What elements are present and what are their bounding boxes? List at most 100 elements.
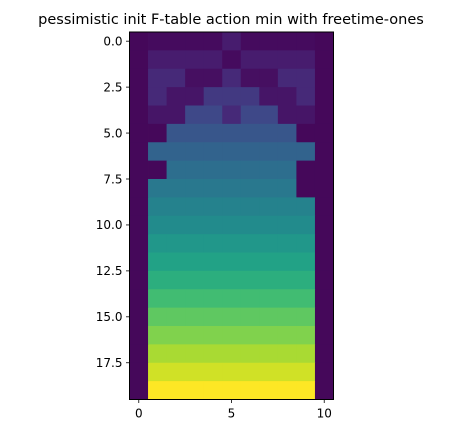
- heatmap-cell: [185, 160, 205, 180]
- heatmap-cell: [129, 197, 149, 217]
- heatmap-cell: [296, 215, 316, 235]
- heatmap-cell: [148, 105, 167, 125]
- heatmap-cell: [296, 326, 316, 345]
- heatmap-cell: [129, 307, 149, 327]
- heatmap-cell: [296, 142, 316, 162]
- heatmap-cell: [277, 179, 297, 198]
- heatmap-cell: [148, 123, 167, 143]
- heatmap-cell: [259, 270, 279, 290]
- heatmap-cell: [240, 87, 260, 106]
- heatmap-cell: [222, 215, 242, 235]
- heatmap-cell: [259, 307, 279, 327]
- heatmap-cell: [203, 252, 223, 272]
- heatmap-cell: [129, 362, 149, 382]
- heatmap-cell: [277, 160, 297, 180]
- heatmap-cell: [129, 252, 149, 272]
- heatmap-cell: [240, 160, 260, 180]
- heatmap-cell: [148, 289, 167, 309]
- heatmap-cell: [222, 197, 242, 217]
- heatmap-cell: [222, 252, 242, 272]
- heatmap-cell: [240, 142, 260, 162]
- heatmap-cell: [185, 252, 205, 272]
- heatmap-cell: [203, 215, 223, 235]
- heatmap-cell: [240, 234, 260, 253]
- heatmap-cell: [222, 289, 242, 309]
- heatmap-cell: [296, 252, 316, 272]
- heatmap-cell: [148, 326, 167, 345]
- heatmap-cell: [314, 381, 334, 400]
- heatmap-cell: [240, 215, 260, 235]
- heatmap-cell: [148, 344, 167, 364]
- heatmap-cell: [185, 68, 205, 88]
- heatmap-cell: [259, 179, 279, 198]
- heatmap-cells: [129, 32, 334, 400]
- heatmap-cell: [222, 142, 242, 162]
- heatmap-cell: [259, 68, 279, 88]
- heatmap-cell: [240, 32, 260, 51]
- heatmap-cell: [314, 32, 334, 51]
- heatmap-cell: [166, 234, 186, 253]
- heatmap-cell: [185, 326, 205, 345]
- heatmap-cell: [314, 307, 334, 327]
- heatmap-cell: [277, 362, 297, 382]
- heatmap-cell: [166, 326, 186, 345]
- heatmap-cell: [222, 344, 242, 364]
- heatmap-cell: [259, 362, 279, 382]
- heatmap-cell: [277, 105, 297, 125]
- heatmap-cell: [240, 179, 260, 198]
- heatmap-cell: [296, 123, 316, 143]
- heatmap-cell: [185, 362, 205, 382]
- heatmap-cell: [185, 344, 205, 364]
- heatmap-cell: [296, 270, 316, 290]
- heatmap-cell: [277, 381, 297, 400]
- heatmap-cell: [129, 289, 149, 309]
- heatmap-cell: [148, 32, 167, 51]
- heatmap-cell: [259, 197, 279, 217]
- heatmap-cell: [296, 289, 316, 309]
- heatmap-cell: [314, 326, 334, 345]
- heatmap-cell: [148, 87, 167, 106]
- heatmap-cell: [259, 87, 279, 106]
- heatmap-cell: [277, 234, 297, 253]
- heatmap-cell: [240, 381, 260, 400]
- heatmap-cell: [222, 105, 242, 125]
- heatmap-cell: [129, 179, 149, 198]
- heatmap-cell: [314, 289, 334, 309]
- heatmap-cell: [259, 142, 279, 162]
- heatmap-cell: [129, 32, 149, 51]
- heatmap-cell: [314, 68, 334, 88]
- heatmap-cell: [148, 215, 167, 235]
- heatmap-cell: [185, 234, 205, 253]
- heatmap-cell: [240, 123, 260, 143]
- heatmap-cell: [296, 160, 316, 180]
- heatmap-cell: [203, 270, 223, 290]
- heatmap-cell: [166, 362, 186, 382]
- heatmap-cell: [277, 32, 297, 51]
- heatmap-cell: [185, 179, 205, 198]
- heatmap-cell: [148, 68, 167, 88]
- heatmap-cell: [185, 289, 205, 309]
- heatmap-cell: [222, 326, 242, 345]
- x-axis: 0 5 10: [135, 399, 332, 421]
- heatmap-cell: [203, 234, 223, 253]
- chart-title: pessimistic init F-table action min with…: [38, 12, 424, 28]
- heatmap-cell: [222, 123, 242, 143]
- heatmap-cell: [222, 307, 242, 327]
- heatmap-cell: [185, 87, 205, 106]
- heatmap-cell: [166, 252, 186, 272]
- heatmap-cell: [277, 123, 297, 143]
- heatmap-cell: [314, 252, 334, 272]
- heatmap-cell: [166, 215, 186, 235]
- heatmap-cell: [296, 105, 316, 125]
- heatmap-cell: [166, 307, 186, 327]
- y-tick-label: 7.5: [103, 172, 122, 186]
- heatmap-cell: [185, 215, 205, 235]
- heatmap-cell: [185, 142, 205, 162]
- heatmap-cell: [259, 252, 279, 272]
- heatmap-cell: [203, 123, 223, 143]
- heatmap-cell: [296, 179, 316, 198]
- heatmap-cell: [259, 344, 279, 364]
- heatmap-cell: [166, 142, 186, 162]
- heatmap-cell: [203, 307, 223, 327]
